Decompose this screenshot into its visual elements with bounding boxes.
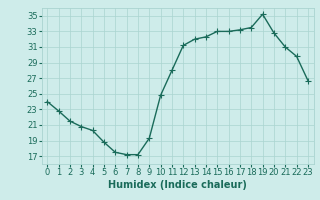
X-axis label: Humidex (Indice chaleur): Humidex (Indice chaleur) <box>108 180 247 190</box>
